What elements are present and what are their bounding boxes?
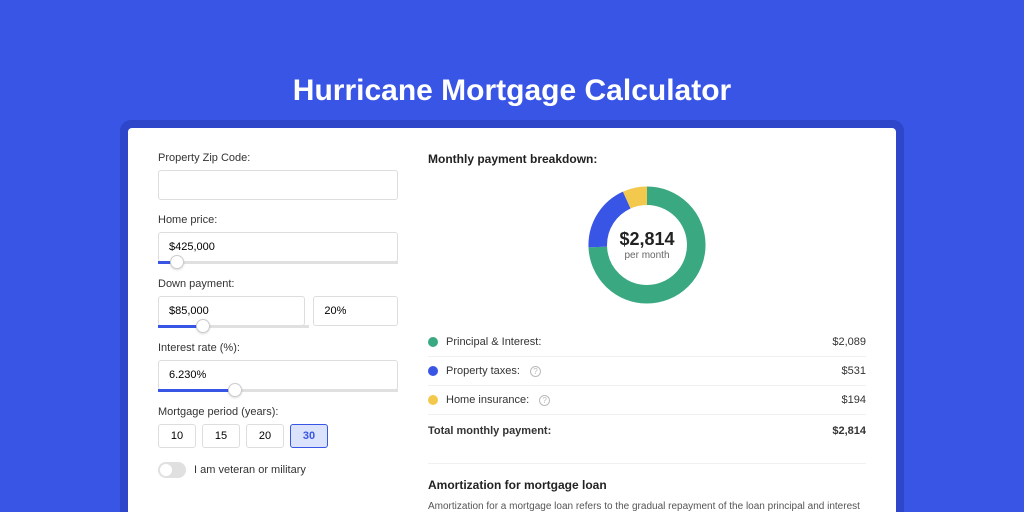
legend-row-principal: Principal & Interest: $2,089: [428, 328, 866, 357]
period-btn-30[interactable]: 30: [290, 424, 328, 448]
legend-label-taxes: Property taxes:: [446, 365, 520, 377]
total-value: $2,814: [832, 425, 866, 437]
zip-field-group: Property Zip Code:: [158, 152, 398, 200]
legend-dot-insurance: [428, 395, 438, 405]
slider-thumb[interactable]: [196, 319, 210, 333]
period-buttons: 10 15 20 30: [158, 424, 398, 448]
period-btn-20[interactable]: 20: [246, 424, 284, 448]
down-payment-slider[interactable]: [158, 325, 309, 328]
zip-input[interactable]: [158, 170, 398, 200]
donut-chart: $2,814 per month: [582, 180, 712, 310]
home-price-label: Home price:: [158, 214, 398, 226]
down-payment-percent-input[interactable]: [313, 296, 398, 326]
period-btn-10[interactable]: 10: [158, 424, 196, 448]
donut-label: per month: [624, 250, 669, 261]
interest-rate-label: Interest rate (%):: [158, 342, 398, 354]
slider-thumb[interactable]: [228, 383, 242, 397]
legend-row-total: Total monthly payment: $2,814: [428, 415, 866, 445]
interest-rate-input[interactable]: [158, 360, 398, 390]
calculator-card: Property Zip Code: Home price: Down paym…: [128, 128, 896, 512]
header: Hurricane Mortgage Calculator: [0, 0, 1024, 128]
donut-amount: $2,814: [619, 229, 674, 250]
zip-label: Property Zip Code:: [158, 152, 398, 164]
info-icon[interactable]: ?: [539, 395, 550, 406]
period-field-group: Mortgage period (years): 10 15 20 30: [158, 406, 398, 448]
legend-value-insurance: $194: [842, 394, 866, 406]
interest-rate-slider[interactable]: [158, 389, 398, 392]
down-payment-label: Down payment:: [158, 278, 398, 290]
home-price-input[interactable]: [158, 232, 398, 262]
amortization-section: Amortization for mortgage loan Amortizat…: [428, 463, 866, 512]
period-btn-15[interactable]: 15: [202, 424, 240, 448]
legend-row-insurance: Home insurance: ? $194: [428, 386, 866, 415]
legend-dot-principal: [428, 337, 438, 347]
slider-thumb[interactable]: [170, 255, 184, 269]
inputs-column: Property Zip Code: Home price: Down paym…: [158, 152, 398, 512]
period-label: Mortgage period (years):: [158, 406, 398, 418]
down-payment-field-group: Down payment:: [158, 278, 398, 328]
page-title: Hurricane Mortgage Calculator: [293, 74, 731, 108]
legend-value-taxes: $531: [842, 365, 866, 377]
veteran-label: I am veteran or military: [194, 464, 306, 476]
legend-value-principal: $2,089: [832, 336, 866, 348]
amortization-text: Amortization for a mortgage loan refers …: [428, 500, 866, 512]
slider-fill: [158, 389, 235, 392]
breakdown-column: Monthly payment breakdown: $2,814 per mo…: [428, 152, 866, 512]
donut-center: $2,814 per month: [582, 180, 712, 310]
home-price-slider[interactable]: [158, 261, 398, 264]
legend-dot-taxes: [428, 366, 438, 376]
total-label: Total monthly payment:: [428, 425, 551, 437]
donut-chart-wrap: $2,814 per month: [428, 180, 866, 310]
veteran-toggle[interactable]: [158, 462, 186, 478]
amortization-title: Amortization for mortgage loan: [428, 478, 866, 492]
info-icon[interactable]: ?: [530, 366, 541, 377]
legend-label-principal: Principal & Interest:: [446, 336, 541, 348]
down-payment-amount-input[interactable]: [158, 296, 305, 326]
legend-label-insurance: Home insurance:: [446, 394, 529, 406]
veteran-toggle-row: I am veteran or military: [158, 462, 398, 478]
breakdown-title: Monthly payment breakdown:: [428, 152, 866, 166]
interest-rate-field-group: Interest rate (%):: [158, 342, 398, 392]
legend-row-taxes: Property taxes: ? $531: [428, 357, 866, 386]
home-price-field-group: Home price:: [158, 214, 398, 264]
